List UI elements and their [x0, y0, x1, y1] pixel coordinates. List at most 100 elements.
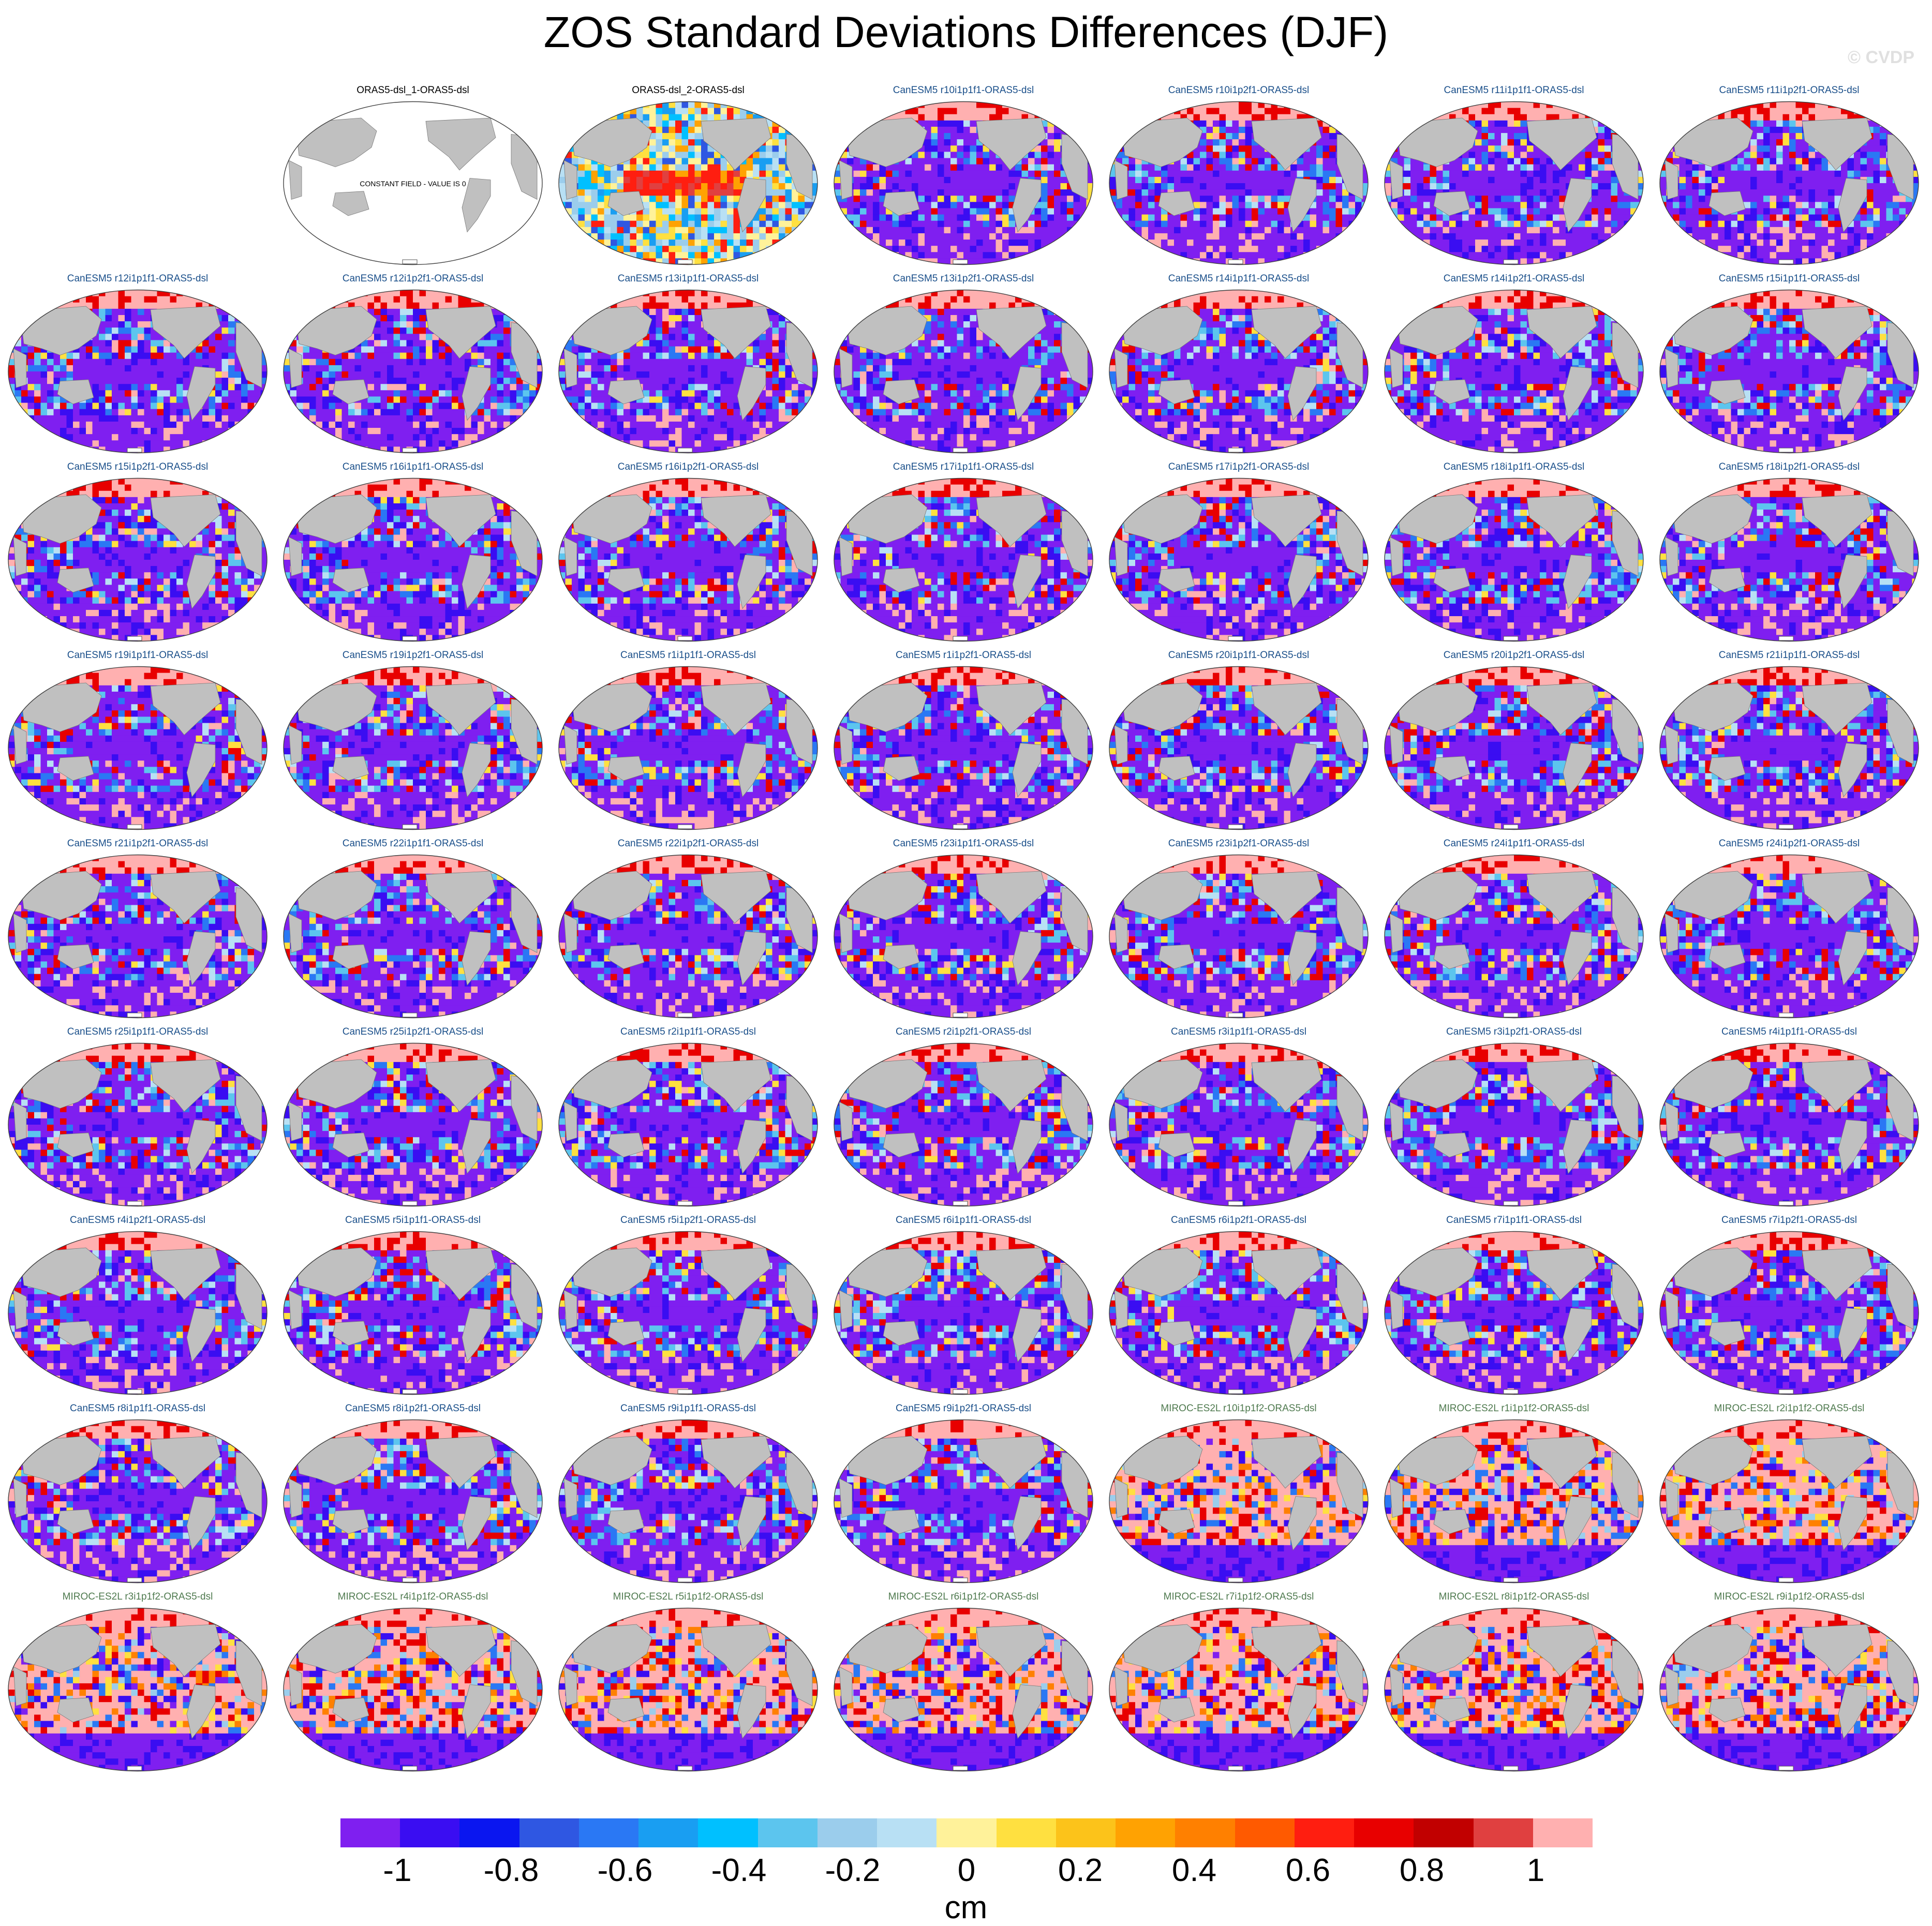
grid-cell — [1841, 233, 1848, 240]
grid-cell — [566, 252, 572, 259]
grid-cell — [1796, 252, 1803, 259]
grid-cell — [1349, 252, 1356, 259]
grid-cell — [1035, 215, 1042, 221]
grid-cell — [656, 127, 663, 133]
grid-cell — [1220, 221, 1226, 228]
grid-cell — [1540, 215, 1547, 221]
grid-cell — [1155, 233, 1162, 240]
grid-cell — [1417, 171, 1424, 177]
grid-cell — [747, 227, 753, 234]
grid-cell — [695, 183, 702, 190]
grid-cell — [867, 189, 873, 196]
grid-cell — [1692, 102, 1699, 109]
grid-cell — [1585, 227, 1592, 234]
grid-cell — [1534, 240, 1540, 246]
grid-cell — [873, 258, 880, 265]
grid-cell — [701, 196, 708, 202]
grid-cell — [1002, 202, 1009, 208]
map-plot — [1652, 99, 1926, 267]
grid-cell — [950, 196, 957, 202]
grid-cell — [591, 183, 598, 190]
grid-cell — [1226, 252, 1232, 259]
grid-cell — [1349, 202, 1356, 208]
grid-cell — [1187, 252, 1194, 259]
grid-cell — [559, 102, 566, 109]
grid-cell — [1200, 246, 1207, 252]
grid-cell — [996, 240, 1003, 246]
grid-cell — [1744, 108, 1751, 115]
grid-cell — [1265, 246, 1271, 252]
grid-cell — [944, 121, 951, 127]
grid-cell — [805, 227, 811, 234]
grid-cell — [1355, 108, 1362, 115]
grid-cell — [1284, 233, 1291, 240]
grid-cell — [1329, 171, 1336, 177]
grid-cell — [1342, 208, 1349, 215]
grid-cell — [854, 177, 860, 184]
grid-cell — [1744, 246, 1751, 252]
grid-cell — [1508, 246, 1514, 252]
grid-cell — [1002, 221, 1009, 228]
grid-cell — [905, 177, 912, 184]
grid-cell — [1789, 208, 1796, 215]
grid-cell — [1617, 208, 1624, 215]
grid-cell — [873, 171, 880, 177]
grid-cell — [1699, 165, 1705, 171]
grid-cell — [931, 183, 938, 190]
grid-cell — [649, 165, 656, 171]
grid-cell — [834, 215, 841, 221]
grid-cell — [1718, 177, 1725, 184]
grid-cell — [1048, 208, 1054, 215]
grid-cell — [805, 102, 811, 109]
grid-cell — [1336, 258, 1343, 265]
grid-cell — [1553, 252, 1559, 259]
grid-cell — [1789, 139, 1796, 146]
grid-cell — [834, 145, 841, 152]
grid-cell — [996, 189, 1003, 196]
grid-cell — [701, 171, 708, 177]
grid-cell — [1770, 152, 1777, 158]
grid-cell — [854, 246, 860, 252]
grid-cell — [604, 177, 611, 184]
grid-cell — [925, 208, 931, 215]
grid-cell — [1604, 145, 1611, 152]
grid-cell — [643, 165, 650, 171]
grid-cell — [1404, 102, 1411, 109]
grid-cell — [1835, 177, 1841, 184]
grid-cell — [669, 208, 676, 215]
grid-cell — [1604, 158, 1611, 165]
grid-cell — [880, 221, 886, 228]
grid-cell — [714, 252, 721, 259]
grid-cell — [931, 208, 938, 215]
grid-cell — [1258, 208, 1265, 215]
grid-cell — [1277, 189, 1284, 196]
grid-cell — [1744, 196, 1751, 202]
grid-cell — [989, 258, 996, 265]
grid-cell — [976, 189, 983, 196]
grid-cell — [1122, 158, 1129, 165]
grid-cell — [1116, 240, 1123, 246]
grid-cell — [1553, 202, 1559, 208]
grid-cell — [1142, 227, 1149, 234]
grid-cell — [1277, 196, 1284, 202]
grid-cell — [970, 133, 977, 140]
grid-cell — [701, 108, 708, 115]
grid-cell — [1579, 152, 1585, 158]
grid-cell — [1168, 258, 1175, 265]
grid-cell — [1482, 258, 1489, 265]
grid-cell — [1035, 240, 1042, 246]
grid-cell — [1604, 108, 1611, 115]
grid-cell — [1417, 189, 1424, 196]
grid-cell — [1297, 165, 1304, 171]
grid-cell — [1116, 258, 1123, 265]
grid-cell — [559, 221, 566, 228]
grid-cell — [1129, 233, 1136, 240]
grid-cell — [1155, 227, 1162, 234]
grid-cell — [1323, 215, 1330, 221]
grid-cell — [656, 102, 663, 109]
grid-cell — [1161, 240, 1168, 246]
grid-cell — [905, 171, 912, 177]
grid-cell — [675, 152, 682, 158]
grid-cell — [1776, 233, 1783, 240]
grid-cell — [1423, 108, 1430, 115]
